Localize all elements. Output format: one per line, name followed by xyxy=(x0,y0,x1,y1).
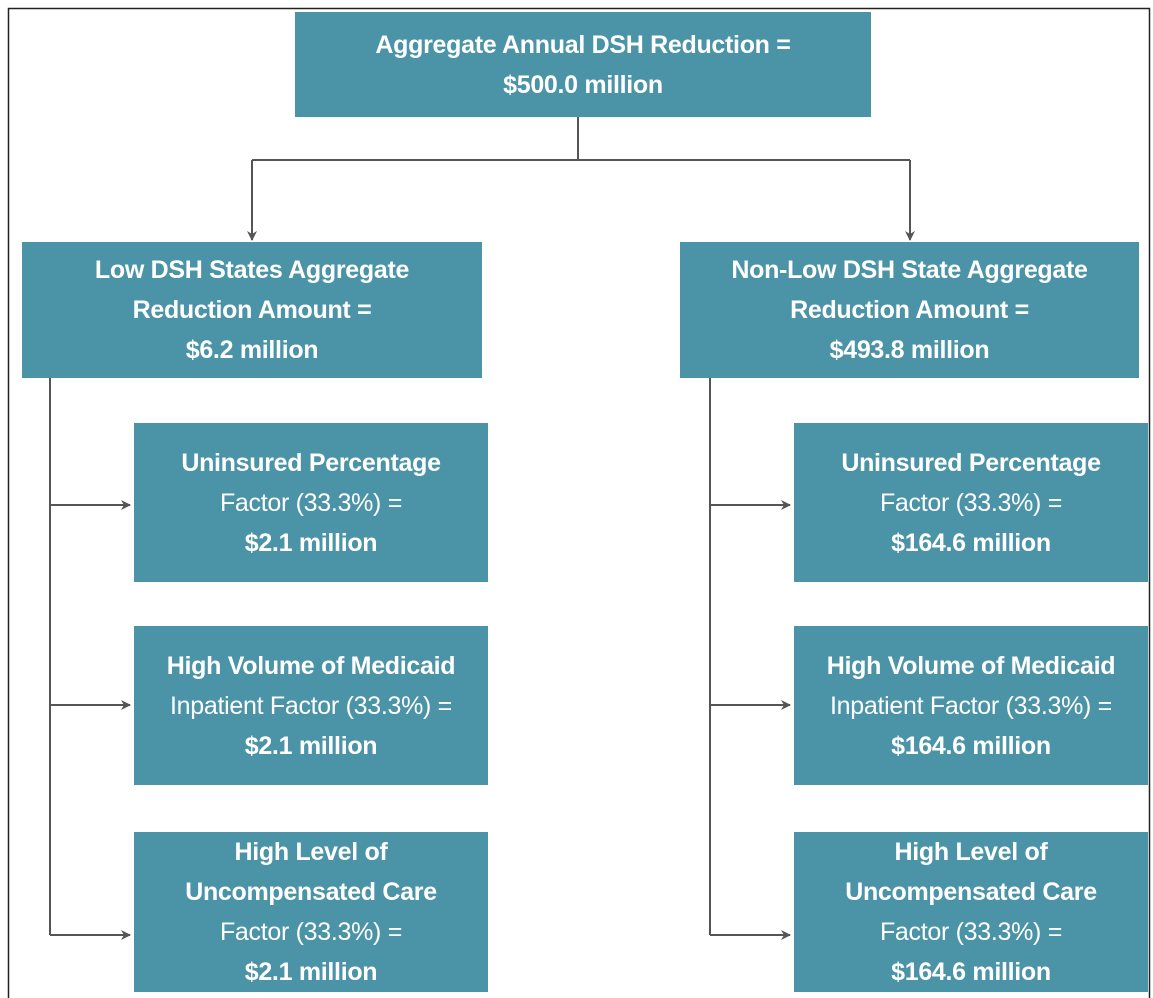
node: Non-Low DSH State Aggregate Reduction Am… xyxy=(680,242,1139,378)
node-text: Factor (33.3%) = xyxy=(219,918,403,946)
node-text: $6.2 million xyxy=(185,336,319,364)
node-text: High Volume of Medicaid xyxy=(826,651,1116,680)
arrows xyxy=(49,117,915,940)
node-text: Uninsured Percentage xyxy=(181,448,441,477)
node: High Volume of Medicaid Inpatient Factor… xyxy=(794,626,1148,785)
node-text: $493.8 million xyxy=(829,336,990,364)
node-text: High Volume of Medicaid xyxy=(166,651,456,680)
node-text: Reduction Amount = xyxy=(132,296,372,324)
node: Uninsured Percentage Factor (33.3%) = $1… xyxy=(794,423,1148,582)
node-text: $2.1 million xyxy=(244,528,378,557)
node-text: Factor (33.3%) = xyxy=(879,488,1063,517)
node: High Volume of Medicaid Inpatient Factor… xyxy=(134,626,488,785)
node-text: Factor (33.3%) = xyxy=(879,918,1063,946)
node: Low DSH States Aggregate Reduction Amoun… xyxy=(22,242,482,378)
node-text: Aggregate Annual DSH Reduction = xyxy=(375,30,791,59)
node-text: High Level of xyxy=(234,838,388,866)
node-text: $2.1 million xyxy=(244,958,378,986)
node-text: $164.6 million xyxy=(891,731,1051,760)
node-text: Uncompensated Care xyxy=(185,878,437,906)
node-text: $164.6 million xyxy=(891,528,1051,557)
node-text: Inpatient Factor (33.3%) = xyxy=(830,691,1112,720)
node-text: Uninsured Percentage xyxy=(841,448,1101,477)
node: High Level of Uncompensated Care Factor … xyxy=(794,832,1148,992)
node-text: High Level of xyxy=(894,838,1048,866)
node-text: $500.0 million xyxy=(503,70,663,99)
node-text: Low DSH States Aggregate xyxy=(94,256,410,284)
node-text: Uncompensated Care xyxy=(845,878,1097,906)
node: High Level of Uncompensated Care Factor … xyxy=(134,832,488,992)
node-text: $164.6 million xyxy=(891,958,1051,986)
node-text: Inpatient Factor (33.3%) = xyxy=(170,691,452,720)
frame xyxy=(7,7,1151,998)
node-text: Factor (33.3%) = xyxy=(219,488,403,517)
node: Uninsured Percentage Factor (33.3%) = $2… xyxy=(134,423,488,582)
connector xyxy=(252,117,910,161)
node-text: Non-Low DSH State Aggregate xyxy=(731,256,1088,284)
node-text: Reduction Amount = xyxy=(790,296,1029,324)
node: Aggregate Annual DSH Reduction = $500.0 … xyxy=(295,12,871,117)
node-text: $2.1 million xyxy=(244,731,378,760)
